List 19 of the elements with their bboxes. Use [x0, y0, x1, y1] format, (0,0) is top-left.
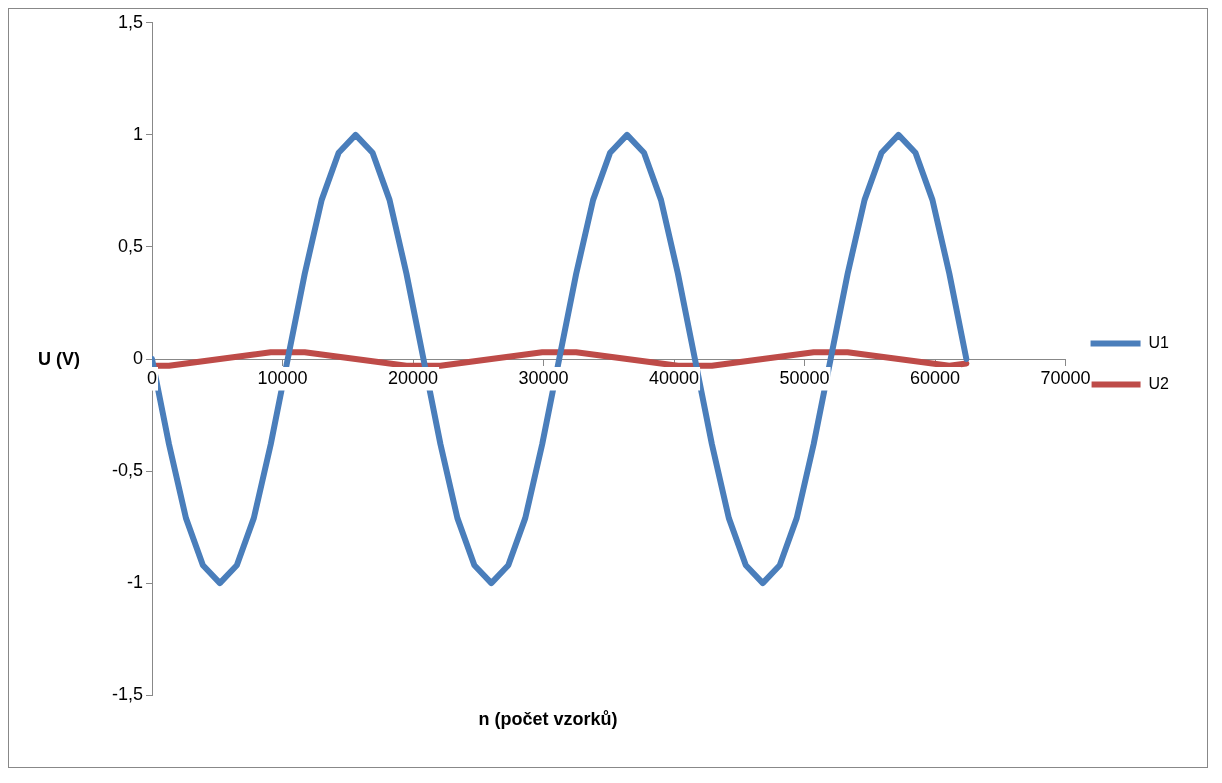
y-axis-title: U (V)	[37, 348, 81, 370]
y-tick-label: 1	[133, 123, 144, 144]
y-tick-label: 0	[133, 347, 144, 368]
y-tick-label: -1,5	[111, 684, 144, 705]
x-tick-label: 60000	[910, 367, 961, 388]
x-axis-title: n (počet vzorků)	[477, 709, 619, 730]
x-tick-label: 10000	[257, 367, 308, 388]
x-tick-label: 40000	[649, 367, 700, 388]
y-tick-label: 0,5	[117, 235, 144, 256]
x-tick-label: 50000	[779, 367, 830, 388]
y-tick-label: -1	[127, 572, 144, 593]
x-tick-label: 0	[147, 367, 158, 388]
x-tick-label: 30000	[518, 367, 569, 388]
x-tick-label: 20000	[387, 367, 439, 388]
legend-label: U2	[1148, 374, 1170, 392]
y-tick-label: -0,5	[111, 460, 144, 481]
y-tick-label: 1,5	[117, 11, 144, 32]
legend-label: U1	[1148, 333, 1170, 351]
x-tick-label: 70000	[1040, 367, 1091, 388]
